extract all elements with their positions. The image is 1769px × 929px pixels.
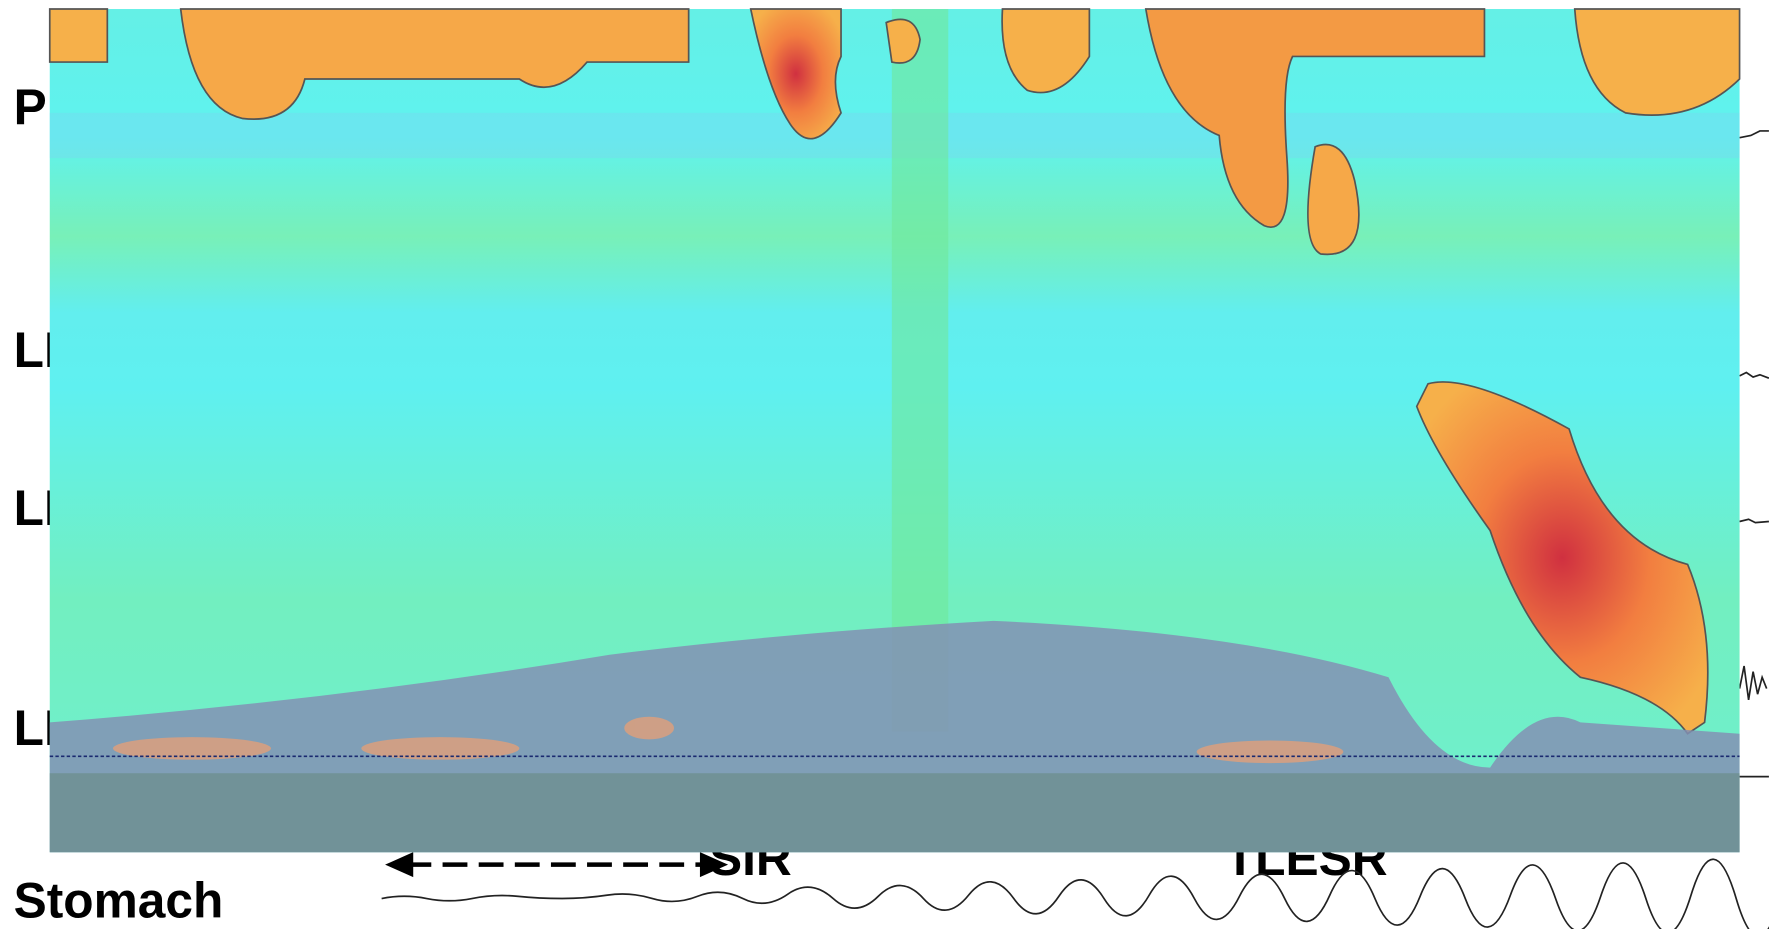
stomach-label: Stomach (14, 873, 224, 929)
row-label: P (14, 79, 47, 135)
slide: P LI LI LI Stomach SIR TLESR (0, 0, 1769, 929)
pressure-plot (50, 9, 1740, 852)
page: {"labels": {"upper": "P", "row_1": "LI",… (0, 0, 1769, 929)
arrow (391, 856, 723, 874)
